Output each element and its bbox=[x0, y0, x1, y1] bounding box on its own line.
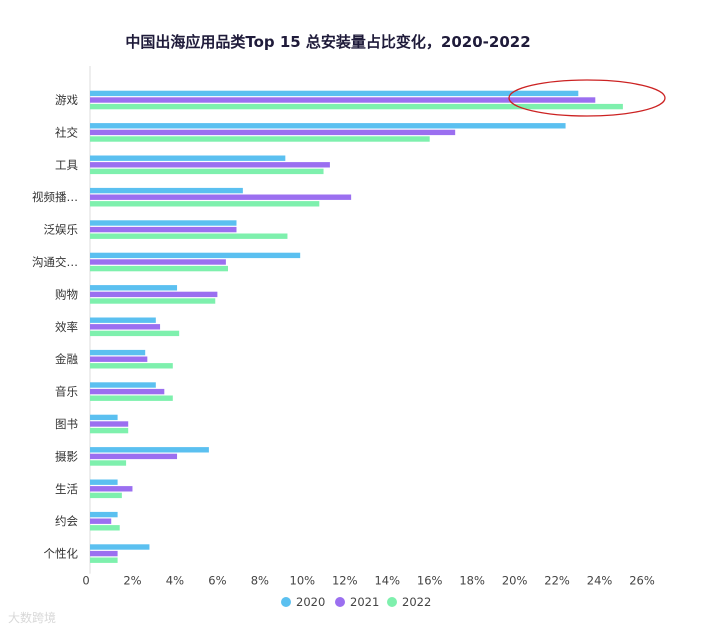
category-label: 工具 bbox=[55, 158, 78, 172]
bar-2022 bbox=[90, 557, 118, 563]
category-label: 金融 bbox=[55, 352, 78, 366]
bar-2020 bbox=[90, 285, 178, 291]
bar-2022 bbox=[90, 201, 320, 207]
category-label: 视频播… bbox=[32, 190, 78, 204]
x-tick-label: 2% bbox=[123, 574, 141, 588]
legend-item-2021: 2021 bbox=[335, 595, 379, 609]
legend-label: 2021 bbox=[350, 595, 379, 609]
x-tick-label: 12% bbox=[332, 574, 358, 588]
bar-2021 bbox=[90, 518, 112, 524]
bar-2021 bbox=[90, 97, 596, 103]
bar-2020 bbox=[90, 90, 579, 97]
x-tick-label: 0 bbox=[82, 574, 89, 588]
x-tick-label: 24% bbox=[587, 574, 613, 588]
bar-2022 bbox=[90, 363, 173, 369]
bar-2022 bbox=[90, 168, 324, 175]
legend-marker bbox=[335, 597, 345, 607]
x-tick-label: 20% bbox=[502, 574, 528, 588]
highlight-ellipse bbox=[508, 79, 666, 117]
bar-2022 bbox=[90, 330, 180, 337]
category-label: 购物 bbox=[55, 287, 78, 301]
bar-2022 bbox=[90, 136, 430, 142]
bar-2022 bbox=[90, 427, 129, 434]
bar-2021 bbox=[90, 421, 129, 427]
legend-label: 2022 bbox=[402, 595, 431, 609]
x-tick-label: 4% bbox=[166, 574, 184, 588]
bar-2021 bbox=[90, 162, 330, 168]
bar-2022 bbox=[90, 460, 127, 466]
category-label: 泛娱乐 bbox=[44, 223, 79, 237]
bar-2020 bbox=[90, 382, 156, 388]
bar-2022 bbox=[90, 525, 120, 531]
x-tick-label: 14% bbox=[374, 574, 400, 588]
bar-2022 bbox=[90, 492, 122, 499]
category-label: 游戏 bbox=[55, 93, 78, 107]
bar-2021 bbox=[90, 356, 148, 362]
bar-2020 bbox=[90, 544, 150, 550]
bar-2020 bbox=[90, 511, 118, 518]
legend-label: 2020 bbox=[296, 595, 325, 609]
bar-2020 bbox=[90, 220, 237, 226]
bar-2022 bbox=[90, 103, 623, 110]
bar-2021 bbox=[90, 259, 226, 265]
bar-2021 bbox=[90, 129, 456, 136]
x-tick-label: 8% bbox=[251, 574, 269, 588]
bar-2020 bbox=[90, 414, 118, 421]
x-tick-label: 10% bbox=[290, 574, 316, 588]
bar-2022 bbox=[90, 233, 288, 239]
bar-2021 bbox=[90, 388, 165, 395]
bar-2020 bbox=[90, 479, 118, 485]
category-label: 约会 bbox=[55, 514, 78, 528]
bar-2022 bbox=[90, 265, 228, 272]
bar-2020 bbox=[90, 123, 566, 129]
legend-item-2020: 2020 bbox=[281, 595, 325, 609]
bar-2020 bbox=[90, 155, 286, 161]
chart-title: 中国出海应用品类Top 15 总安装量占比变化，2020-2022 bbox=[125, 33, 530, 51]
bar-2021 bbox=[90, 226, 237, 233]
bar-2022 bbox=[90, 395, 173, 401]
bar-2020 bbox=[90, 317, 156, 323]
legend: 2020 2021 2022 bbox=[281, 595, 431, 609]
category-label: 效率 bbox=[55, 320, 78, 334]
x-tick-label: 22% bbox=[544, 574, 570, 588]
x-tick-label: 26% bbox=[629, 574, 655, 588]
bar-2020 bbox=[90, 187, 243, 194]
category-label: 个性化 bbox=[44, 547, 79, 561]
category-label: 社交 bbox=[55, 125, 78, 139]
x-tick-label: 18% bbox=[459, 574, 485, 588]
bar-2021 bbox=[90, 453, 178, 460]
legend-marker bbox=[387, 597, 397, 607]
bar-2021 bbox=[90, 194, 352, 200]
bar-2020 bbox=[90, 349, 146, 356]
bar-2021 bbox=[90, 324, 161, 330]
category-label: 音乐 bbox=[55, 385, 78, 399]
bar-2022 bbox=[90, 298, 216, 304]
bar-2020 bbox=[90, 447, 209, 453]
bar-2020 bbox=[90, 252, 301, 259]
x-tick-label: 6% bbox=[208, 574, 226, 588]
bar-2021 bbox=[90, 291, 218, 298]
category-label: 生活 bbox=[55, 482, 78, 496]
x-tick-label: 16% bbox=[417, 574, 443, 588]
legend-item-2022: 2022 bbox=[387, 595, 431, 609]
watermark-logo: 大数跨境 bbox=[8, 611, 57, 625]
legend-marker bbox=[281, 597, 291, 607]
category-label: 沟通交… bbox=[32, 255, 78, 269]
category-label: 图书 bbox=[55, 417, 78, 431]
bar-2021 bbox=[90, 486, 133, 492]
bar-2021 bbox=[90, 550, 118, 557]
category-label: 摄影 bbox=[55, 449, 78, 463]
